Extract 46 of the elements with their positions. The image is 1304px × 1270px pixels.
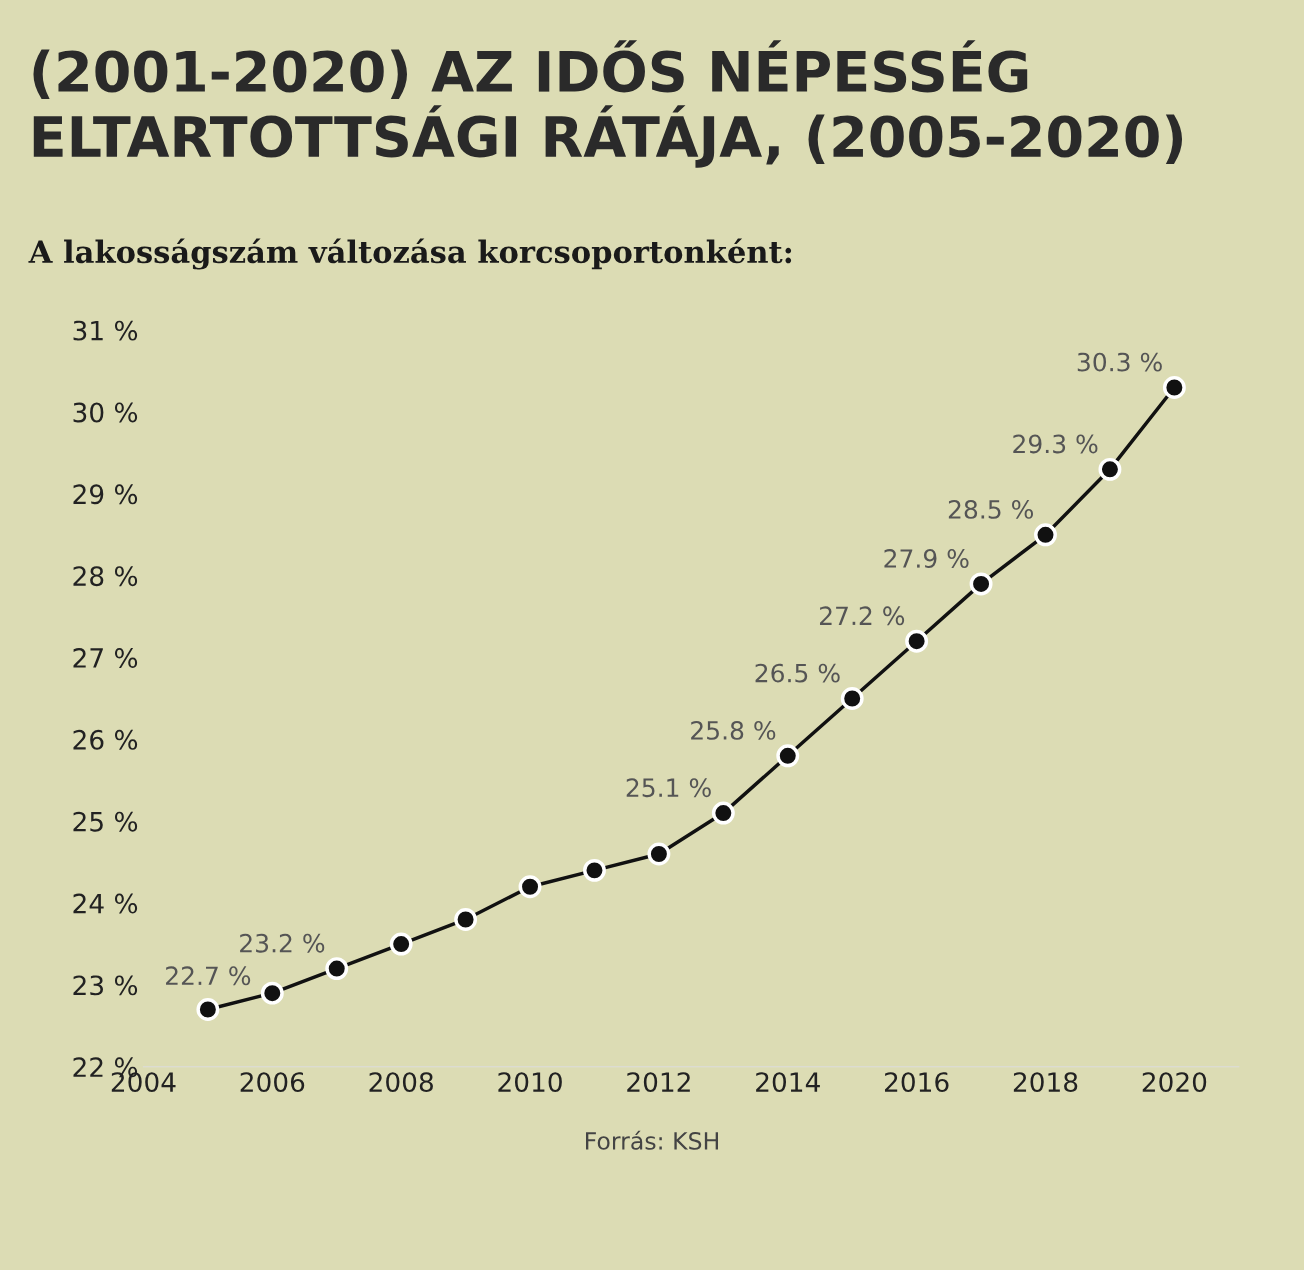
point [518,875,542,899]
data-label: 26.5 % [755,663,840,683]
text: Forrás: KSH [586,1130,718,1150]
point [776,744,800,768]
point [389,932,413,956]
point [1098,457,1122,481]
y-tick-label: 29 % [73,484,138,505]
point [583,858,606,882]
data-label: 22.7 % [166,966,251,986]
data-label: 30.3 % [1077,352,1162,372]
y-tick-label: 27 % [73,648,138,668]
point [1162,376,1186,399]
x-tick-label: 2010 [498,1072,562,1093]
point [325,957,349,981]
y-tick-label: 24 % [73,893,138,914]
data-label: 29.3 % [1013,434,1098,454]
y-tick-label: 25 % [73,811,138,832]
x-tick-label: 2018 [1013,1072,1078,1093]
point [840,687,864,710]
x-tick-label: 2012 [627,1072,690,1093]
x-tick-label: 2020 [1142,1072,1207,1093]
point [969,572,993,596]
data-label: 27.9 % [884,549,969,568]
chart-title: (2001-2020) AZ IDŐS NÉPESSÉG ELTARTOTTSÁGI RÁTÁJA, (2005-2020) [33,40,1183,168]
x-tick-label: 2014 [756,1072,820,1093]
point [454,908,478,931]
point [1034,523,1057,547]
y-tick-label: 31 % [73,320,138,341]
point [647,842,671,866]
x-tick-label: 2016 [884,1072,949,1093]
data-label: 25.8 % [691,720,776,740]
point [905,629,929,653]
data-label: 28.5 % [948,499,1034,519]
data-label: 25.1 % [626,778,711,798]
y-tick-label: 23 % [73,975,138,996]
point [260,981,284,1005]
data-label: 27.2 % [819,606,905,626]
data-label: 23.2 % [240,933,325,953]
x-tick-label: 2008 [369,1072,433,1093]
y-tick-label: 26 % [73,729,138,750]
point [711,801,735,825]
chart-subtitle: A lakosságszám változása korcsoportonként: [28,238,792,270]
point [196,998,220,1021]
y-tick-label: 28 % [73,566,138,587]
y-tick-label: 30 % [73,402,138,423]
x-tick-label: 2006 [240,1072,305,1093]
